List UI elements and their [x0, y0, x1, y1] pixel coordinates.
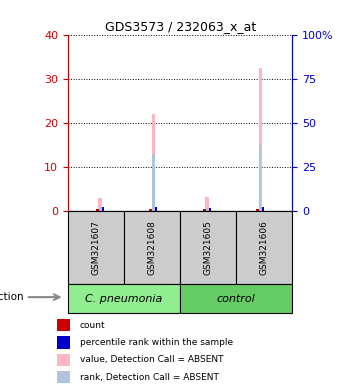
- Text: GSM321608: GSM321608: [148, 220, 157, 275]
- Text: value, Detection Call = ABSENT: value, Detection Call = ABSENT: [80, 355, 223, 364]
- Text: GSM321606: GSM321606: [260, 220, 269, 275]
- Bar: [205, 197, 208, 211]
- Bar: [57, 371, 70, 383]
- Bar: [206, 208, 208, 211]
- Text: infection: infection: [0, 292, 24, 302]
- Bar: [208, 208, 211, 211]
- Bar: [57, 336, 70, 349]
- Bar: [262, 207, 264, 211]
- Bar: [99, 206, 101, 211]
- Bar: [102, 207, 104, 211]
- Bar: [124, 211, 180, 284]
- Bar: [180, 211, 236, 284]
- Title: GDS3573 / 232063_x_at: GDS3573 / 232063_x_at: [105, 20, 256, 33]
- Text: percentile rank within the sample: percentile rank within the sample: [80, 338, 233, 347]
- Bar: [259, 145, 261, 211]
- Bar: [149, 209, 152, 211]
- Text: control: control: [217, 293, 256, 304]
- Bar: [99, 198, 102, 211]
- Bar: [180, 284, 292, 313]
- Bar: [152, 154, 155, 211]
- Bar: [152, 114, 155, 211]
- Bar: [57, 319, 70, 331]
- Bar: [57, 354, 70, 366]
- Text: C. pneumonia: C. pneumonia: [85, 293, 163, 304]
- Bar: [96, 209, 99, 211]
- Bar: [155, 207, 157, 211]
- Bar: [256, 209, 259, 211]
- Bar: [203, 209, 206, 211]
- Text: GSM321605: GSM321605: [204, 220, 213, 275]
- Text: count: count: [80, 321, 105, 330]
- Text: GSM321607: GSM321607: [91, 220, 101, 275]
- Text: rank, Detection Call = ABSENT: rank, Detection Call = ABSENT: [80, 372, 219, 382]
- Bar: [68, 211, 124, 284]
- Bar: [68, 284, 180, 313]
- Bar: [236, 211, 292, 284]
- Bar: [259, 68, 262, 211]
